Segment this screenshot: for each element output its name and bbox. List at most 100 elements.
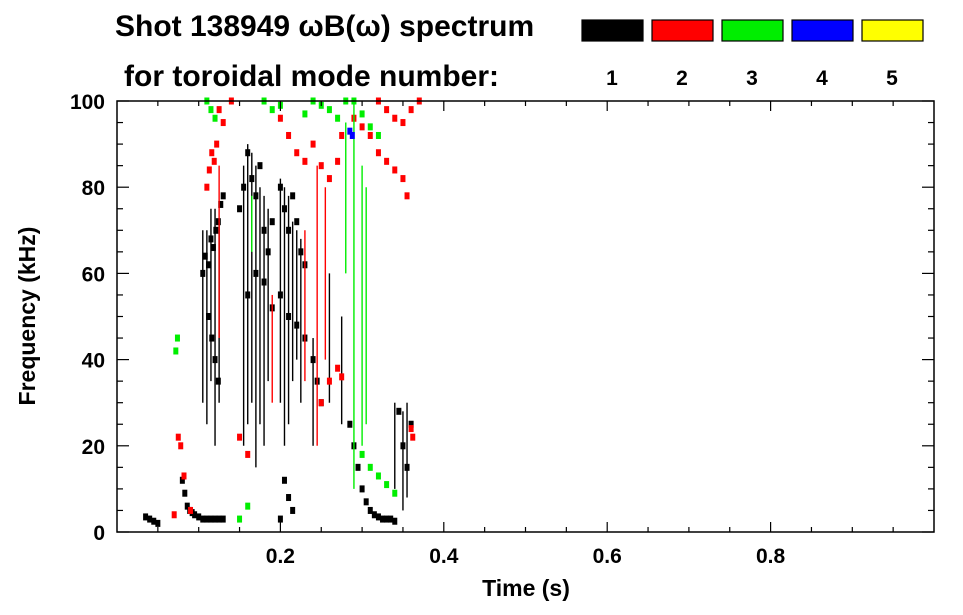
legend-swatch-4: [791, 19, 854, 42]
spectrum-point: [310, 140, 316, 148]
legend-swatch-2: [651, 19, 714, 42]
x-tick-label: 0.8: [756, 545, 786, 568]
spectrum-point: [359, 123, 365, 131]
spectrum-point: [175, 433, 181, 441]
spectrum-point: [184, 502, 190, 510]
spectrum-point: [388, 515, 394, 523]
spectrum-point: [188, 506, 194, 514]
spectrum-point: [302, 110, 308, 118]
spectrum-point: [375, 472, 381, 480]
x-tick-label: 0.4: [429, 545, 459, 568]
spectrum-point: [220, 192, 226, 200]
y-tick-label: 80: [82, 177, 105, 200]
spectrum-point: [392, 517, 398, 525]
spectrum-point: [392, 114, 398, 122]
spectrum-point: [400, 119, 406, 127]
spectrum-point: [384, 106, 390, 114]
spectrum-point: [208, 515, 214, 523]
x-axis-title: Time (s): [482, 575, 570, 601]
spectrum-point: [245, 450, 251, 458]
spectrum-point: [237, 433, 243, 441]
spectrum-point: [286, 226, 292, 234]
spectrum-point: [367, 123, 373, 131]
spectrum-point: [318, 162, 324, 170]
spectrum-point: [265, 248, 271, 256]
spectrum-point: [253, 269, 259, 277]
spectrum-point: [143, 513, 149, 521]
spectrum-point: [245, 291, 251, 299]
spectrum-point: [245, 149, 251, 157]
spectrum-point: [408, 420, 414, 428]
spectrum-point: [375, 149, 381, 157]
spectrum-point: [302, 157, 308, 165]
spectrum-point: [192, 511, 198, 519]
chart-title: Shot 138949 ωB(ω) spectrum: [115, 10, 534, 43]
spectrum-point: [206, 261, 212, 269]
spectrum-point: [277, 114, 283, 122]
spectrum-point: [261, 226, 267, 234]
y-tick-label: 100: [70, 91, 105, 114]
spectrum-point: [347, 420, 353, 428]
spectrum-point: [261, 278, 267, 286]
spectrum-point: [206, 313, 212, 320]
legend-label-3: 3: [746, 67, 758, 90]
spectrum-point: [396, 407, 402, 415]
spectrum-point: [215, 218, 221, 226]
spectrum-point: [216, 515, 222, 523]
spectrum-point: [335, 114, 341, 122]
spectrum-point: [241, 183, 247, 191]
legend-swatch-1: [581, 19, 644, 42]
spectrum-point: [375, 513, 381, 521]
series-mode-1: [143, 144, 414, 527]
x-tick-label: 0.2: [266, 545, 295, 568]
spectrum-point: [277, 515, 283, 523]
spectrum-point: [326, 175, 332, 183]
spectrum-point: [171, 511, 177, 519]
legend-label-1: 1: [606, 67, 618, 90]
spectrum-point: [367, 131, 373, 139]
spectrum-point: [349, 131, 355, 139]
spectrum-point: [310, 356, 316, 364]
spectrum-point: [404, 192, 410, 200]
spectrum-point: [200, 515, 206, 523]
spectrum-point: [151, 517, 157, 525]
spectrum-point: [208, 235, 214, 243]
spectrum-point: [147, 515, 153, 523]
spectrum-point: [277, 291, 283, 299]
spectrum-point: [286, 494, 292, 502]
spectrum-point: [204, 515, 210, 523]
spectrum-point: [294, 149, 300, 157]
spectrum-point: [380, 515, 386, 523]
spectrum-point: [178, 442, 184, 450]
spectrum-point: [179, 476, 185, 484]
spectrum-point: [335, 364, 341, 372]
spectrum-point: [339, 373, 345, 381]
spectrum-point: [404, 463, 410, 471]
spectrum-point: [257, 162, 263, 170]
legend-label-2: 2: [676, 67, 688, 90]
spectrum-point: [212, 114, 218, 122]
spectrum-point: [218, 200, 224, 208]
spectrum-point: [318, 399, 324, 407]
legend-label-5: 5: [886, 67, 898, 90]
spectrum-point: [220, 119, 226, 127]
spectrum-point: [355, 463, 361, 471]
data-layer: [143, 97, 422, 527]
spectrum-point: [220, 515, 226, 523]
spectrum-point: [290, 506, 296, 514]
y-tick-label: 40: [82, 350, 105, 373]
spectrum-point: [245, 502, 251, 510]
spectrum-point: [408, 425, 414, 433]
spectrum-point: [196, 513, 202, 521]
spectrum-point: [294, 321, 300, 329]
spectrum-point: [347, 127, 353, 135]
spectrum-point: [237, 205, 243, 213]
spectrum-point: [204, 183, 210, 191]
spectrum-point: [216, 106, 222, 114]
spectrum-point: [408, 106, 414, 114]
spectrum-point: [410, 433, 416, 441]
spectrum-point: [237, 515, 243, 523]
spectrum-point: [212, 356, 218, 364]
spectrum-point: [359, 110, 365, 118]
